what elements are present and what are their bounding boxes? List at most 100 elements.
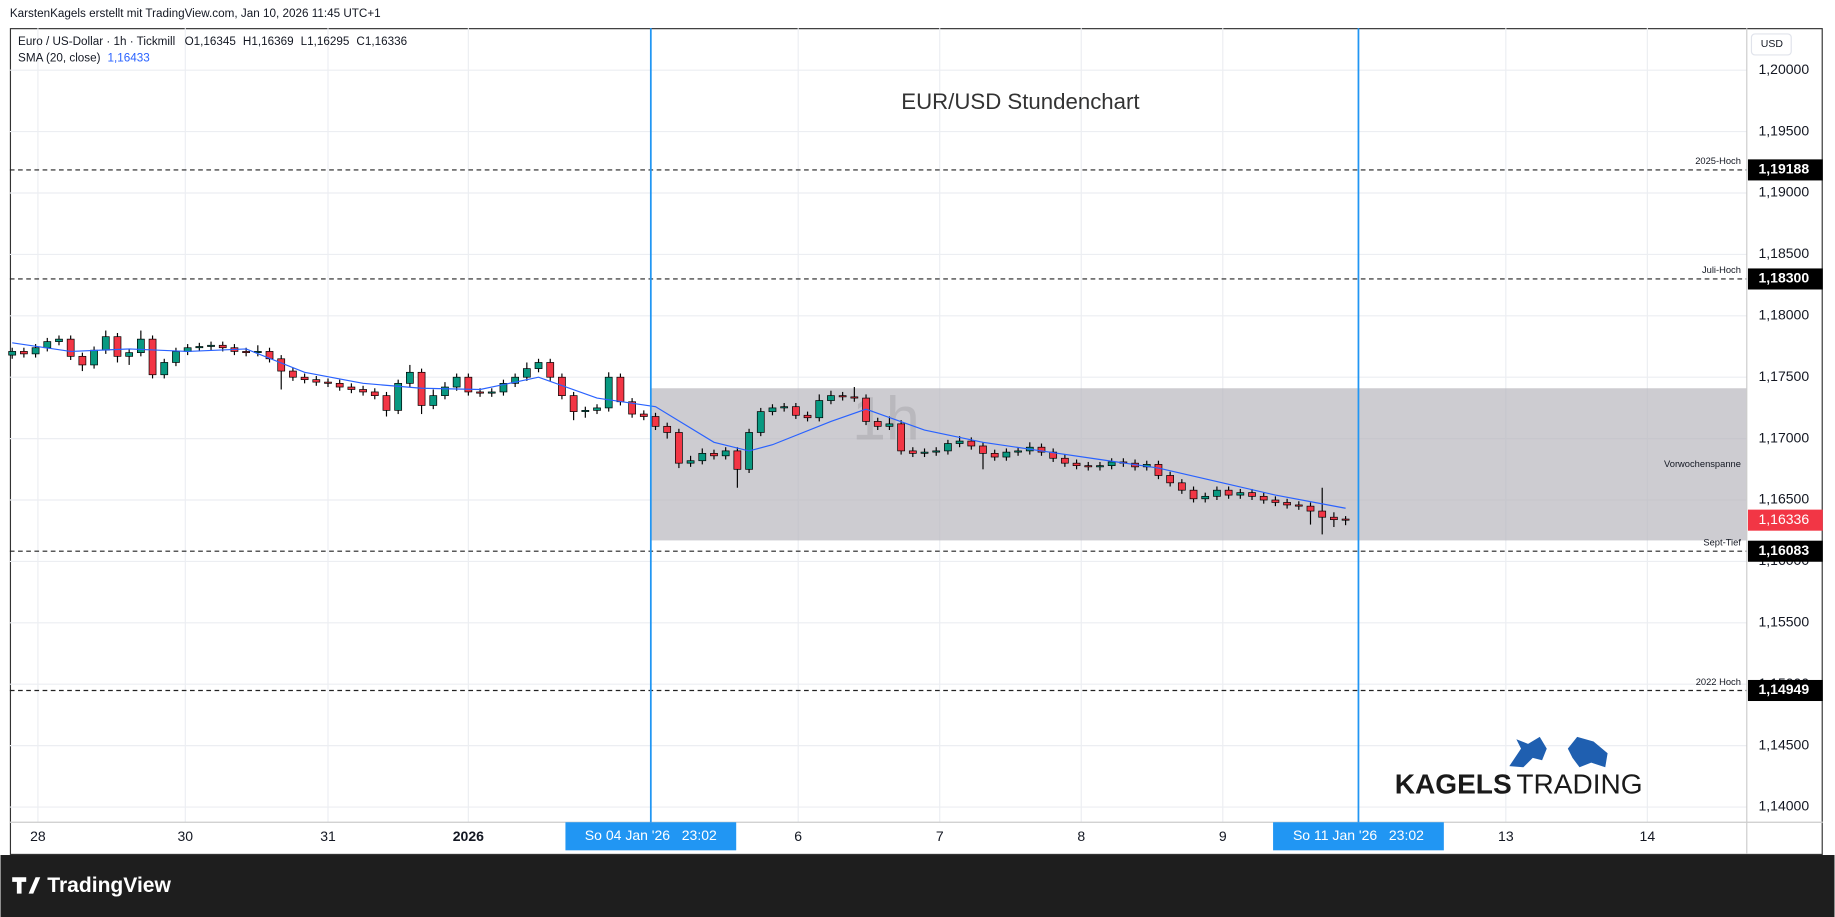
candle-body: [803, 414, 812, 419]
candle-body: [370, 391, 379, 396]
candle-body: [406, 371, 414, 384]
candle-body: [359, 389, 367, 393]
candle-body: [347, 386, 356, 390]
level-label: 1,16083: [1758, 542, 1809, 558]
candle-body: [125, 352, 134, 357]
y-tick-label: 1,19000: [1758, 184, 1809, 200]
brand: TradingView: [47, 874, 171, 897]
time-label: So 11 Jan '26 23:02: [1293, 827, 1424, 843]
y-tick-label: 1,18500: [1758, 245, 1809, 261]
candle-body: [1318, 510, 1327, 518]
x-tick-label: 2026: [453, 828, 484, 844]
candle-body: [686, 460, 695, 464]
level-name: 2025-Hoch: [1695, 156, 1741, 166]
candle-body: [1248, 492, 1256, 497]
y-tick-label: 1,18000: [1758, 307, 1809, 323]
candle-body: [20, 351, 28, 355]
y-tick-label: 1,17000: [1758, 429, 1809, 445]
sma-label: SMA (20, close): [18, 52, 101, 65]
candle-body: [300, 376, 309, 381]
candle-body: [277, 358, 286, 372]
candle-body: [604, 376, 613, 409]
candle-body: [756, 411, 765, 433]
candle-body: [944, 443, 952, 452]
candle-body: [1259, 495, 1268, 501]
candle-body: [242, 351, 250, 353]
candle-body: [897, 423, 905, 452]
range-box: [650, 388, 1747, 541]
candle-body: [932, 450, 941, 453]
sma-legend: SMA (20, close) 1,16433: [18, 52, 150, 65]
candle-body: [511, 376, 520, 384]
level-label: 1,14949: [1758, 681, 1809, 697]
candle-body: [452, 376, 461, 388]
candle-body: [1213, 489, 1221, 497]
current-price: 1,16336: [1758, 511, 1809, 527]
candle-body: [1271, 499, 1280, 503]
candle-body: [698, 452, 707, 462]
candle-body: [850, 396, 859, 399]
x-tick-label: 7: [936, 828, 944, 844]
candle-body: [908, 450, 917, 454]
time-label: So 04 Jan '26 23:02: [585, 827, 717, 843]
candle-body: [289, 370, 297, 378]
candle-body: [651, 416, 660, 427]
x-tick-label: 9: [1219, 828, 1227, 844]
candle-body: [487, 391, 496, 394]
candle-body: [148, 338, 157, 376]
candle-body: [8, 351, 17, 356]
candle-body: [721, 450, 730, 457]
candle-body: [639, 413, 648, 417]
candle-body: [335, 382, 344, 388]
candle-body: [382, 395, 391, 411]
candle-body: [113, 336, 122, 357]
currency-box: [1750, 33, 1792, 56]
candle-body: [979, 445, 987, 454]
candle-body: [1166, 475, 1175, 484]
candle-body: [1306, 505, 1315, 512]
level-box: [1747, 159, 1823, 181]
candle-body: [534, 362, 543, 369]
x-tick-label: 6: [794, 828, 802, 844]
candle-body: [1341, 518, 1350, 521]
candle-body: [31, 347, 40, 355]
candle-body: [499, 382, 508, 393]
y-tick-label: 1,14000: [1758, 798, 1809, 814]
candle-body: [1224, 489, 1233, 496]
candle-body: [593, 407, 601, 411]
candle-body: [1154, 464, 1163, 476]
y-tick-label: 1,15500: [1758, 614, 1809, 630]
y-tick-label: 1,14500: [1758, 736, 1809, 752]
candle-body: [43, 341, 52, 349]
candle-body: [873, 421, 882, 427]
y-tick-label: 1,16500: [1758, 491, 1809, 507]
candle-body: [1084, 465, 1093, 468]
level-name: 2022 Hoch: [1696, 677, 1741, 687]
bull-icon: [1509, 736, 1547, 768]
candle-body: [90, 349, 98, 366]
level-box: [1747, 268, 1823, 290]
brand-icon: [12, 877, 41, 894]
ohlc: L1,16295: [301, 35, 350, 48]
chart-title: EUR/USD Stundenchart: [901, 89, 1140, 114]
range-label: Vorwochenspanne: [1664, 459, 1741, 469]
candle-body: [780, 406, 789, 409]
currency: USD: [1761, 38, 1784, 50]
candle-body: [522, 368, 531, 378]
footer: [0, 855, 1835, 917]
candle-body: [569, 395, 578, 412]
candle-body: [136, 338, 145, 353]
candle-body: [838, 395, 847, 398]
candle-body: [675, 432, 683, 464]
candle-body: [101, 336, 110, 351]
legend: Euro / US-Dollar · 1h · Tickmill O1,16345…: [18, 35, 407, 48]
x-tick-label: 8: [1077, 828, 1085, 844]
sma-line: [12, 342, 1346, 509]
candle-body: [616, 376, 625, 403]
candle-body: [324, 381, 332, 384]
candle-body: [791, 406, 800, 416]
candle-body: [55, 338, 63, 342]
candle-body: [441, 386, 449, 396]
